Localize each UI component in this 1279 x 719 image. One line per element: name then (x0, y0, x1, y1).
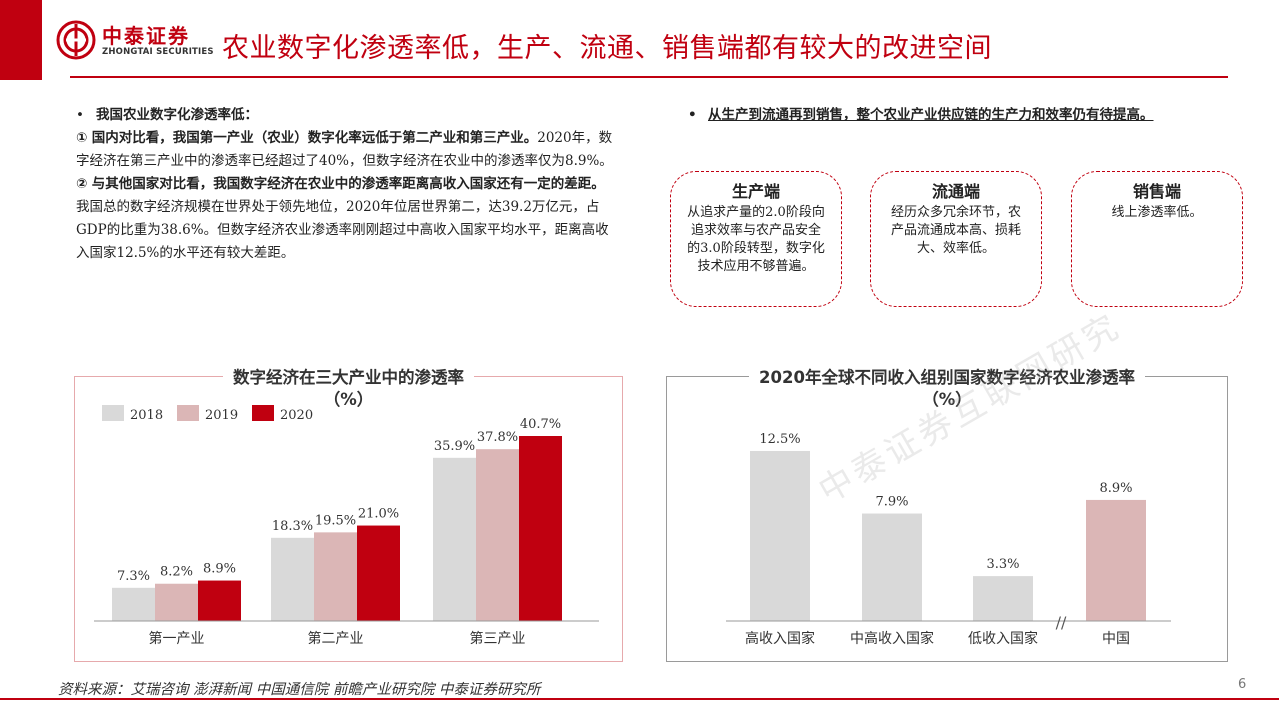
industry-chart-title-text: 数字经济在三大产业中的渗透率 (223, 368, 474, 387)
legend-swatch (177, 405, 199, 421)
bar-2020 (357, 525, 400, 621)
income-chart-unit: （%） (922, 390, 972, 409)
income-group-chart: 12.5% 高收入国家 7.9% 中高收入国家 3.3% 低收入国家 8.9% 中国 // (726, 432, 1171, 647)
data-label: 8.9% (1099, 481, 1132, 496)
data-label: 35.9% (434, 439, 475, 454)
legend-swatch (102, 405, 124, 421)
data-label: 7.9% (875, 495, 908, 510)
bar-2019 (314, 532, 357, 621)
page-number: 6 (1238, 677, 1247, 692)
income-chart-title-text: 2020年全球不同收入组别国家数字经济农业渗透率 (749, 368, 1145, 387)
category-label: 第一产业 (149, 630, 205, 647)
data-label: 40.7% (520, 417, 561, 432)
bar (1086, 499, 1146, 621)
bar (862, 513, 922, 621)
card-title: 生产端 (731, 182, 780, 201)
title-divider (70, 76, 1228, 78)
left-point-1: ① 国内对比看，我国第一产业（农业）数字化率远低于第二产业和第三产业。2020年… (76, 127, 616, 173)
logo-english-name: ZHONGTAI SECURITIES (102, 47, 214, 57)
card-body: 经历众多冗余环节，农产品流通成本高、损耗大、效率低。 (890, 205, 1021, 256)
industry-penetration-chart: 2018 2019 2020 7.3% 18.3% 35.9% 8.2% 19.5% 37.8%… (94, 405, 599, 647)
category-label: 中高收入国家 (850, 630, 934, 647)
bar-2018 (271, 537, 314, 621)
left-point-2-bold: 与其他国家对比看，我国数字经济在农业中的渗透率距离高收入国家还有一定的差距。 (91, 176, 605, 192)
category-label: 中国 (1102, 631, 1130, 647)
logo-chinese-name: 中泰证券 (102, 24, 190, 48)
left-point-2-text: 我国总的数字经济规模在世界处于领先地位，2020年位居世界第二，达39.2万亿元… (76, 199, 609, 261)
company-logo: 中泰证券 ZHONGTAI SECURITIES (56, 16, 226, 64)
category-label: 第二产业 (308, 630, 364, 647)
legend-label: 2019 (205, 408, 238, 423)
left-point-1-text: 2020年，数字经济在第三产业中的渗透率已经超过了40%，但数字经济在农业中的渗… (76, 130, 613, 169)
footer-divider (0, 698, 1279, 700)
category-label: 高收入国家 (745, 630, 815, 647)
data-label: 37.8% (477, 430, 518, 445)
circled-one-icon: ① (76, 130, 88, 146)
card-title: 流通端 (931, 182, 980, 201)
income-chart-title: 2020年全球不同收入组别国家数字经济农业渗透率 (666, 368, 1228, 388)
data-label: 8.9% (203, 562, 236, 577)
bar-2020 (198, 580, 241, 621)
bar-2019 (155, 583, 198, 621)
bullet-icon: • (688, 107, 697, 123)
source-note: 资料来源：艾瑞咨询 澎湃新闻 中国通信院 前瞻产业研究院 中泰证券研究所 (58, 682, 541, 698)
bar-2019 (476, 449, 519, 621)
data-label: 3.3% (986, 557, 1019, 572)
data-label: 12.5% (759, 432, 800, 447)
bar-2018 (112, 587, 155, 621)
right-heading: • 从生产到流通再到销售，整个农业产业供应链的生产力和效率仍有待提高。 (688, 104, 1154, 126)
industry-chart-title: 数字经济在三大产业中的渗透率 (74, 368, 623, 388)
production-card: 生产端 从追求产量的2.0阶段向追求效率与农产品安全的3.0阶段转型，数字化技术… (670, 171, 842, 307)
data-label: 21.0% (358, 507, 399, 522)
bar-2018 (433, 457, 476, 621)
header-accent-bar (0, 0, 42, 80)
left-point-1-bold: 国内对比看，我国第一产业（农业）数字化率远低于第二产业和第三产业。 (91, 130, 538, 146)
legend-swatch (252, 405, 274, 421)
left-heading: • 我国农业数字化渗透率低： (76, 104, 616, 127)
category-label: 低收入国家 (968, 630, 1038, 647)
card-body: 线上渗透率低。 (1111, 205, 1203, 220)
circulation-card: 流通端 经历众多冗余环节，农产品流通成本高、损耗大、效率低。 (870, 171, 1042, 307)
data-label: 18.3% (272, 519, 313, 534)
left-text-block: • 我国农业数字化渗透率低： ① 国内对比看，我国第一产业（农业）数字化率远低于第… (76, 104, 616, 265)
left-heading-text: 我国农业数字化渗透率低： (96, 107, 258, 123)
right-heading-text: 从生产到流通再到销售，整个农业产业供应链的生产力和效率仍有待提高。 (708, 107, 1154, 123)
data-label: 19.5% (315, 513, 356, 528)
data-label: 8.2% (160, 565, 193, 580)
bullet-icon: • (76, 107, 84, 123)
logo-mark-icon (56, 20, 96, 60)
left-point-2: ② 与其他国家对比看，我国数字经济在农业中的渗透率距离高收入国家还有一定的差距。… (76, 173, 616, 265)
sales-card: 销售端 线上渗透率低。 (1071, 171, 1243, 307)
industry-chart-unit: （%） (323, 390, 374, 409)
bar-2020 (519, 436, 562, 621)
page-title: 农业数字化渗透率低，生产、流通、销售端都有较大的改进空间 (222, 33, 992, 64)
card-title: 销售端 (1132, 182, 1181, 201)
bar (973, 576, 1033, 621)
bar (750, 450, 810, 621)
category-label: 第三产业 (470, 630, 526, 647)
circled-two-icon: ② (76, 176, 88, 192)
legend-label: 2018 (130, 408, 163, 423)
axis-break-icon: // (1056, 613, 1067, 632)
data-label: 7.3% (117, 569, 150, 584)
legend-label: 2020 (280, 408, 313, 423)
card-body: 从追求产量的2.0阶段向追求效率与农产品安全的3.0阶段转型，数字化技术应用不够… (687, 205, 825, 274)
